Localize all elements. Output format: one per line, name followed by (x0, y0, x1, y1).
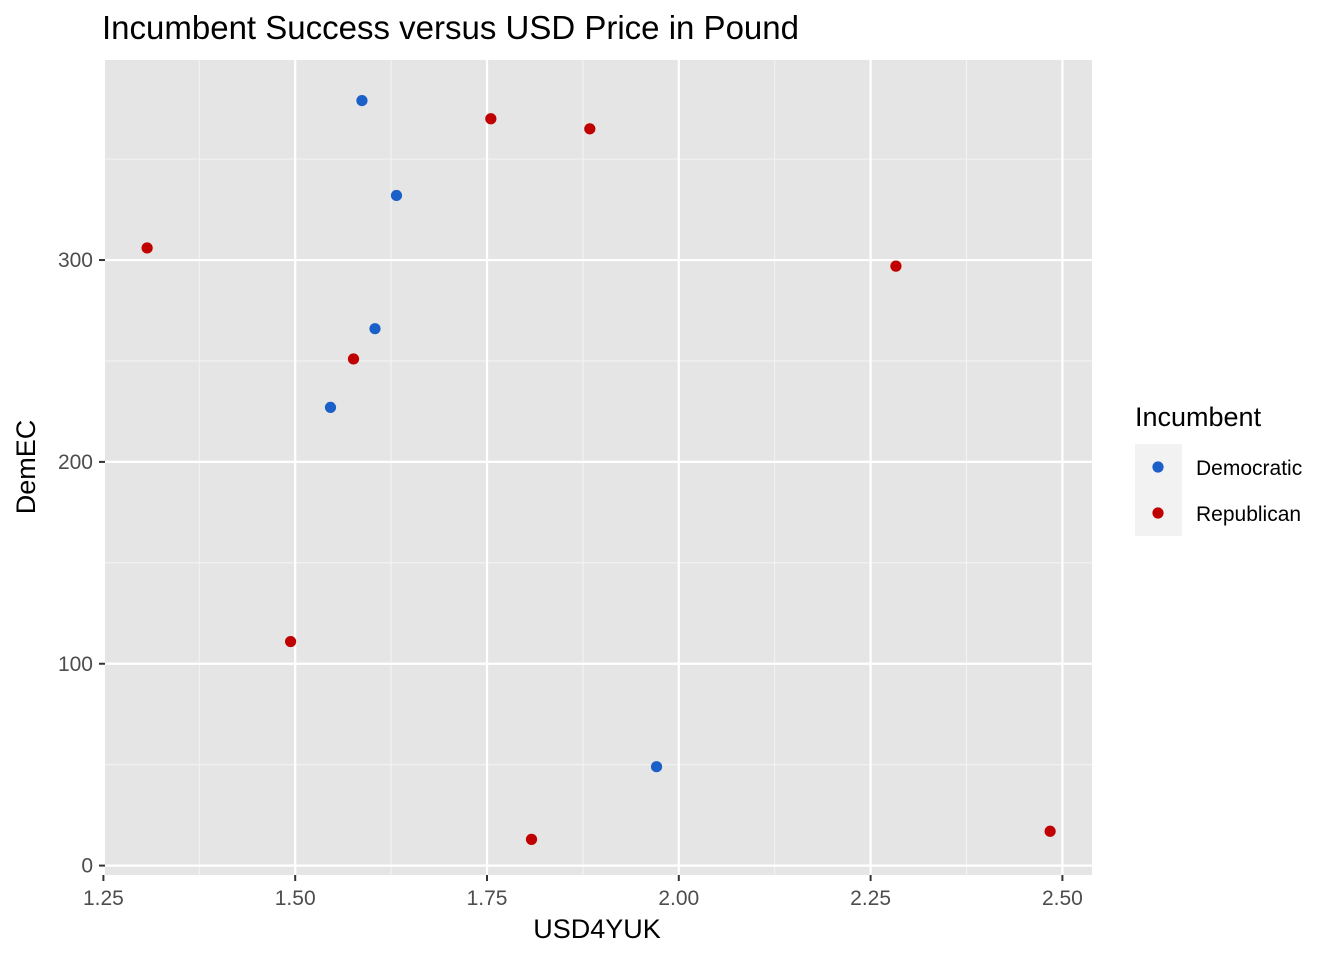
y-tick-label: 300 (58, 249, 93, 272)
x-tick-label: 1.75 (467, 887, 508, 910)
y-tick-label: 200 (58, 451, 93, 474)
data-point-republican (525, 833, 538, 845)
legend-title: Incumbent (1135, 402, 1262, 432)
data-point-democratic (650, 761, 663, 773)
data-point-republican (485, 113, 497, 125)
data-point-republican (1044, 825, 1056, 837)
data-point-republican (284, 635, 297, 648)
legend-key-background (1135, 444, 1182, 536)
major-gridlines (102, 60, 1092, 875)
x-tick-label: 2.25 (850, 887, 891, 910)
data-point-republican (141, 242, 153, 254)
legend-key-democratic (1152, 461, 1164, 473)
y-axis-title: DemEC (11, 420, 41, 515)
x-tick-label: 1.50 (275, 887, 316, 910)
data-point-democratic (390, 189, 403, 202)
x-axis-title: USD4YUK (533, 914, 661, 944)
data-point-republican (890, 260, 902, 272)
data-point-democratic (356, 94, 368, 107)
legend: Incumbent Democratic Republican (1135, 402, 1302, 536)
data-point-democratic (324, 401, 337, 414)
x-tick-label: 2.00 (658, 887, 699, 910)
data-point-republican (347, 353, 360, 365)
chart-title: Incumbent Success versus USD Price in Po… (102, 9, 799, 46)
legend-items: Democratic Republican (1152, 457, 1302, 526)
legend-label-democratic: Democratic (1196, 457, 1302, 480)
data-point-republican (584, 123, 596, 135)
y-tick-label: 0 (81, 855, 93, 878)
data-points (141, 94, 1056, 845)
x-tick-label: 1.25 (83, 887, 124, 910)
plot-panel (105, 60, 1092, 875)
y-tick-label: 100 (58, 653, 93, 676)
legend-key-republican (1152, 507, 1164, 519)
x-axis: 1.25 1.50 1.75 2.00 2.25 2.50 (83, 875, 1083, 910)
data-point-democratic (369, 323, 381, 335)
x-tick-label: 2.50 (1042, 887, 1083, 910)
y-axis: 0 100 200 300 (58, 249, 105, 878)
legend-label-republican: Republican (1196, 503, 1301, 526)
